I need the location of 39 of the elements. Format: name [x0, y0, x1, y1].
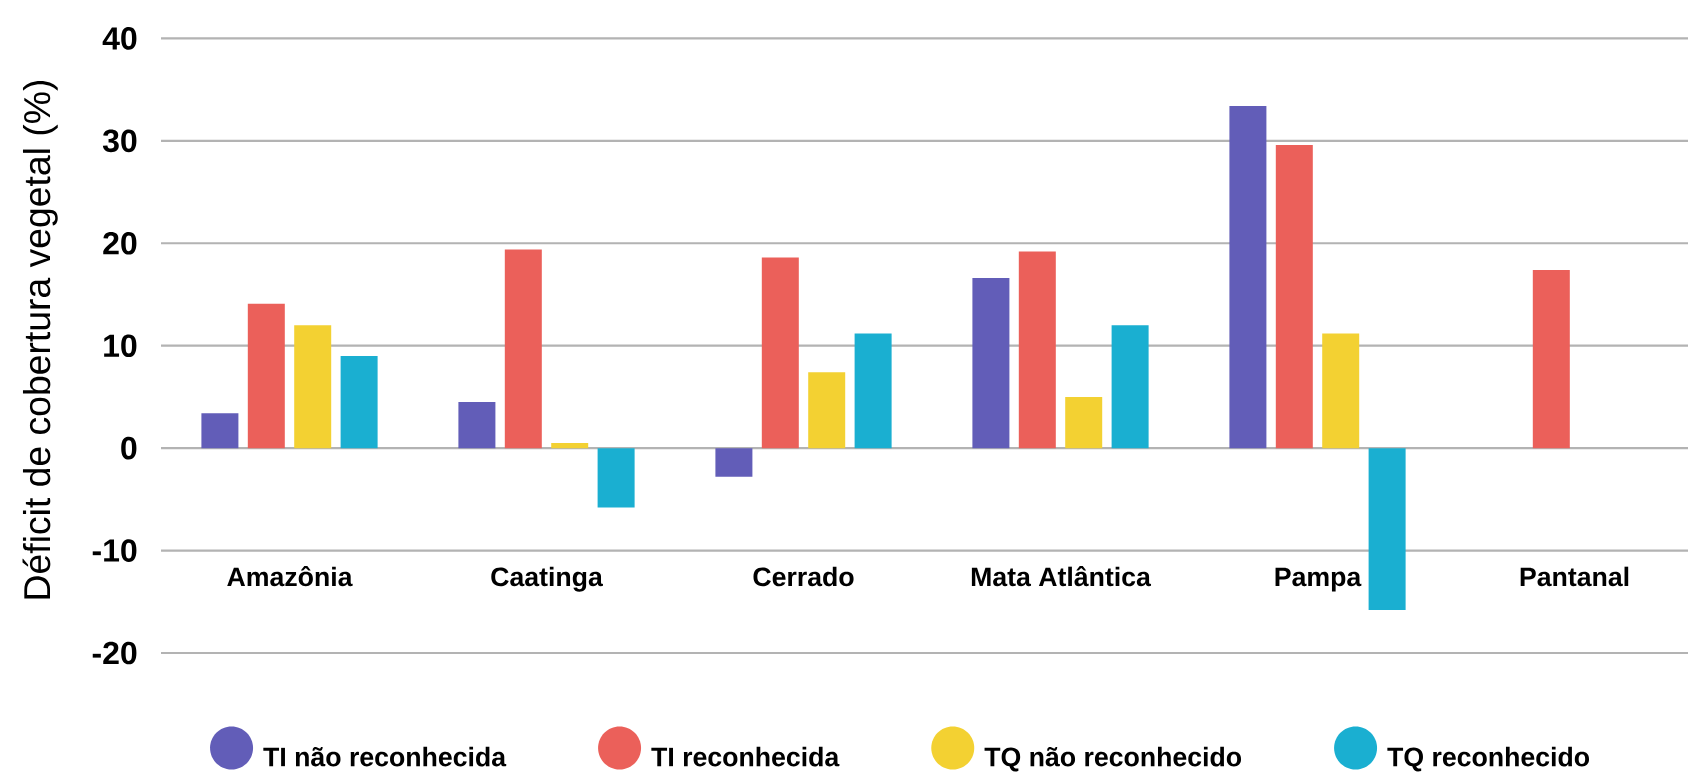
bar	[715, 448, 753, 477]
legend-label: TI reconhecida	[651, 746, 840, 767]
x-tick-label: Pampa	[1275, 567, 1362, 592]
bar	[761, 257, 799, 449]
x-tick-label: Mata Atlântica	[971, 566, 1152, 587]
bar	[201, 413, 239, 449]
bar	[1111, 325, 1149, 449]
y-tick-label: -20	[92, 641, 137, 665]
x-tick-label: Pantanal	[1520, 566, 1629, 587]
bar	[1229, 106, 1267, 449]
y-tick-label: 20	[103, 231, 137, 255]
legend-label: TQ não reconhecido	[984, 746, 1242, 772]
bar	[247, 303, 285, 449]
legend-label: TI não reconhecida	[263, 746, 507, 767]
bar	[854, 333, 892, 449]
bar	[458, 402, 496, 449]
bar	[972, 278, 1010, 449]
bar	[1532, 269, 1570, 449]
y-tick-label: 0	[121, 436, 137, 460]
y-tick-label: 10	[104, 334, 137, 358]
bar	[504, 249, 542, 449]
x-tick-label: Cerrado	[753, 566, 854, 587]
bar	[1275, 144, 1313, 449]
bar	[1368, 448, 1406, 610]
y-tick-label: 30	[102, 129, 137, 153]
bar	[597, 448, 635, 508]
x-tick-label: Caatinga	[491, 566, 603, 592]
y-tick-label: -10	[92, 539, 137, 562]
bar	[294, 325, 332, 449]
bar	[340, 355, 378, 449]
bar	[808, 372, 846, 449]
y-axis-title: Déficit de cobertura vegetal (%)	[22, 80, 58, 599]
bar	[1322, 333, 1360, 449]
y-tick-label: 40	[102, 27, 137, 50]
bar	[1065, 396, 1103, 449]
bar	[1018, 251, 1056, 449]
x-tick-label: Amazônia	[227, 566, 353, 587]
bar	[551, 443, 589, 449]
legend-label: TQ reconhecido	[1387, 746, 1590, 772]
